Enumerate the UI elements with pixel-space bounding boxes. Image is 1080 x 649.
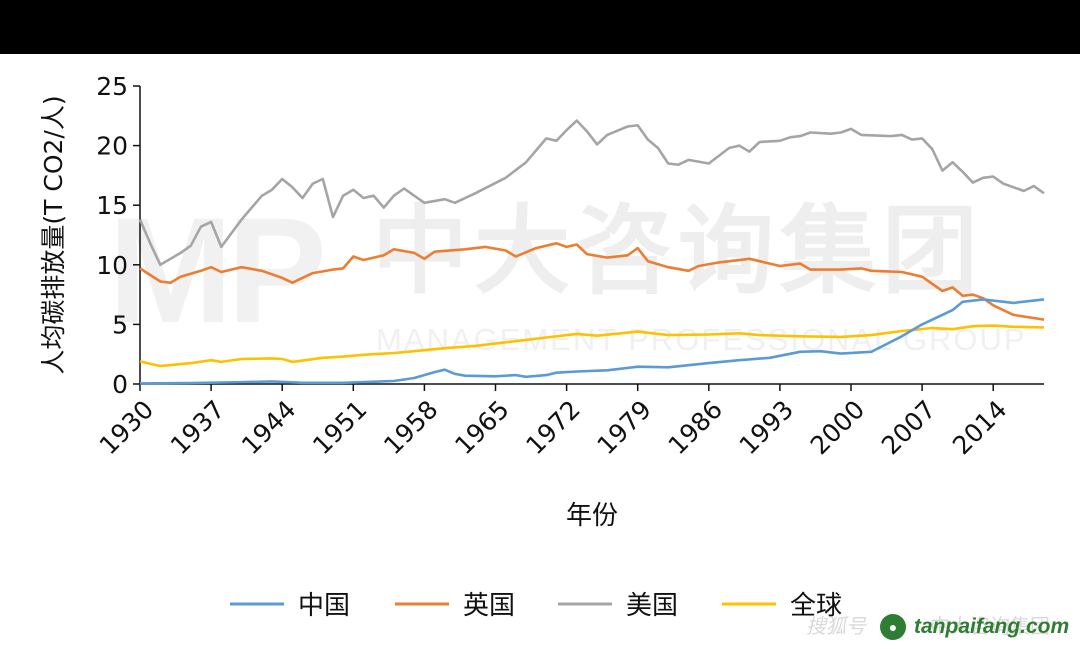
y-tick-label: 0 [112, 370, 128, 399]
x-axis-label: 年份 [566, 501, 618, 531]
y-tick-label: 10 [96, 251, 128, 280]
x-tick-label: 1986 [663, 395, 728, 460]
series-line-0 [139, 298, 1045, 385]
x-tick-label: 1951 [307, 395, 372, 460]
x-tick-label: 1972 [520, 395, 585, 460]
x-tick-label: 1993 [734, 395, 799, 460]
footer-source-right: 中大咨询集团 [930, 616, 1050, 638]
x-tick-label: 2007 [876, 395, 941, 460]
footer-logo-icon: ● [880, 614, 906, 640]
legend: 中国 英国 美国 全球 [230, 591, 842, 621]
legend-label: 中国 [298, 591, 350, 621]
y-tick-label: 15 [96, 191, 128, 220]
y-tick-label: 5 [112, 310, 128, 339]
series-line-1 [139, 242, 1045, 321]
x-tick-label: 1944 [236, 395, 301, 460]
watermark-company-cn: 中大咨询集团 [372, 195, 984, 307]
footer-site: tanpaifang.com [914, 615, 1070, 638]
x-tick-label: 1958 [378, 395, 443, 460]
legend-label: 美国 [626, 591, 678, 621]
series-lines [138, 119, 1045, 385]
y-tick-label: 25 [96, 72, 128, 101]
series-line-2 [138, 119, 1045, 267]
x-tick-label: 2000 [805, 395, 870, 460]
x-tick-label: 1930 [94, 395, 159, 460]
x-tick-label: 1937 [165, 395, 230, 460]
y-tick-label: 20 [96, 132, 128, 161]
chart-panel [0, 54, 1080, 649]
legend-label: 全球 [790, 591, 842, 621]
x-tick-label: 1965 [449, 395, 514, 460]
x-tick-label: 1979 [591, 395, 656, 460]
y-axis-label: 人均碳排放量(T CO2/人) [39, 95, 68, 374]
x-tick-label: 2014 [947, 395, 1012, 460]
legend-label: 英国 [463, 591, 515, 621]
footer-source-left: 搜狐号 [806, 616, 866, 638]
